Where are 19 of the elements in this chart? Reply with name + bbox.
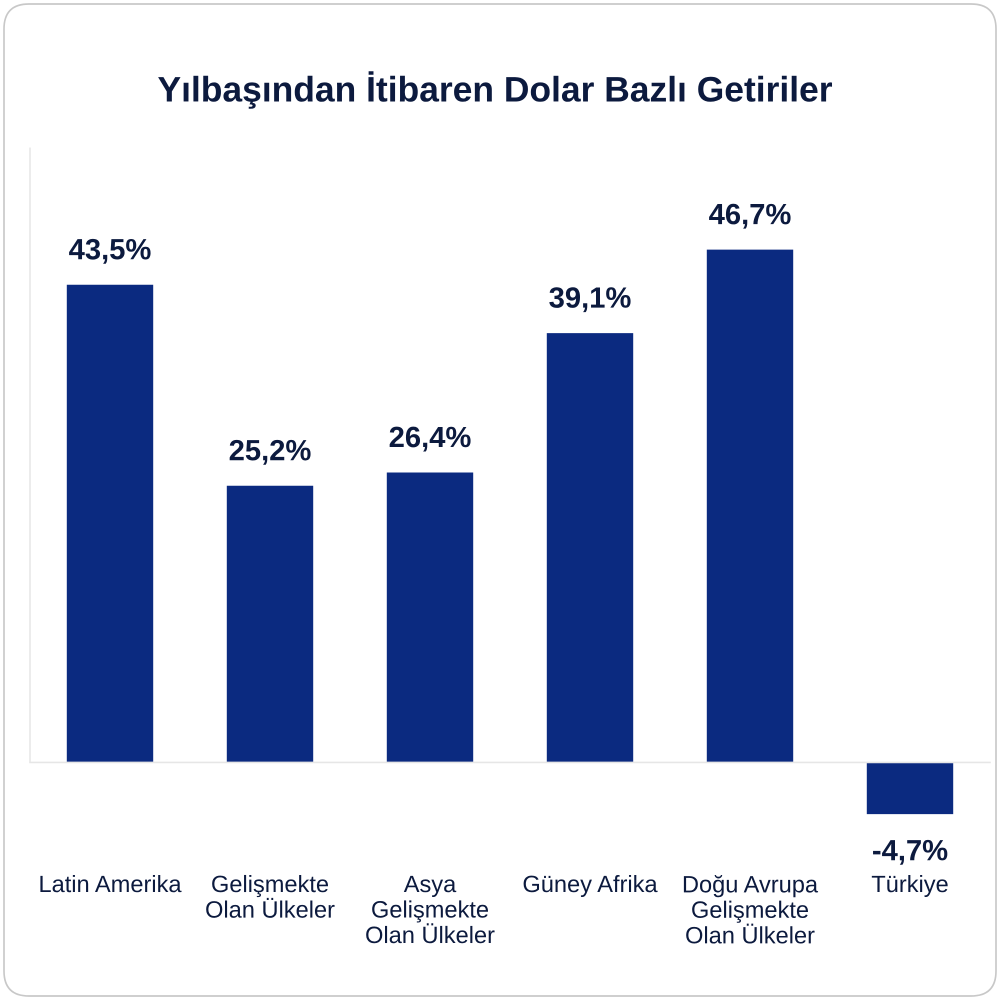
- data-label: 46,7%: [709, 204, 791, 229]
- bar: [386, 472, 474, 762]
- bar: [866, 762, 954, 814]
- data-label: 43,5%: [69, 238, 151, 264]
- bar: [226, 486, 314, 762]
- chart-title: Yılbaşından İtibaren Dolar Bazlı Getiriler: [158, 71, 832, 109]
- x-tick-label: Asya Gelişmekte Olan Ülkeler: [366, 876, 495, 944]
- x-tick-label: Doğu Avrupa Gelişmekte Olan Ülkeler: [684, 874, 818, 944]
- x-tick-label: Güney Afrika: [524, 874, 658, 897]
- bar: [546, 333, 634, 762]
- x-tick-label: Gelişmekte Olan Ülkeler: [206, 874, 335, 918]
- data-label: -4,7%: [873, 840, 948, 865]
- data-label: 39,1%: [549, 287, 631, 312]
- x-tick-label: Türkiye: [872, 874, 948, 897]
- bar: [706, 250, 794, 762]
- x-tick-label: Latin Amerika: [40, 874, 182, 892]
- data-label: 26,4%: [390, 426, 471, 452]
- bar: [66, 284, 154, 762]
- data-label: 25,2%: [230, 440, 311, 465]
